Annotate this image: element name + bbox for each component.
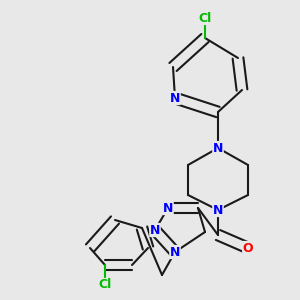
Text: N: N: [213, 203, 223, 217]
Text: N: N: [150, 224, 160, 236]
Text: N: N: [170, 245, 180, 259]
Text: N: N: [170, 92, 180, 104]
Text: O: O: [243, 242, 253, 254]
Text: Cl: Cl: [198, 11, 212, 25]
Text: N: N: [213, 142, 223, 154]
Text: Cl: Cl: [98, 278, 112, 292]
Text: N: N: [163, 202, 173, 214]
